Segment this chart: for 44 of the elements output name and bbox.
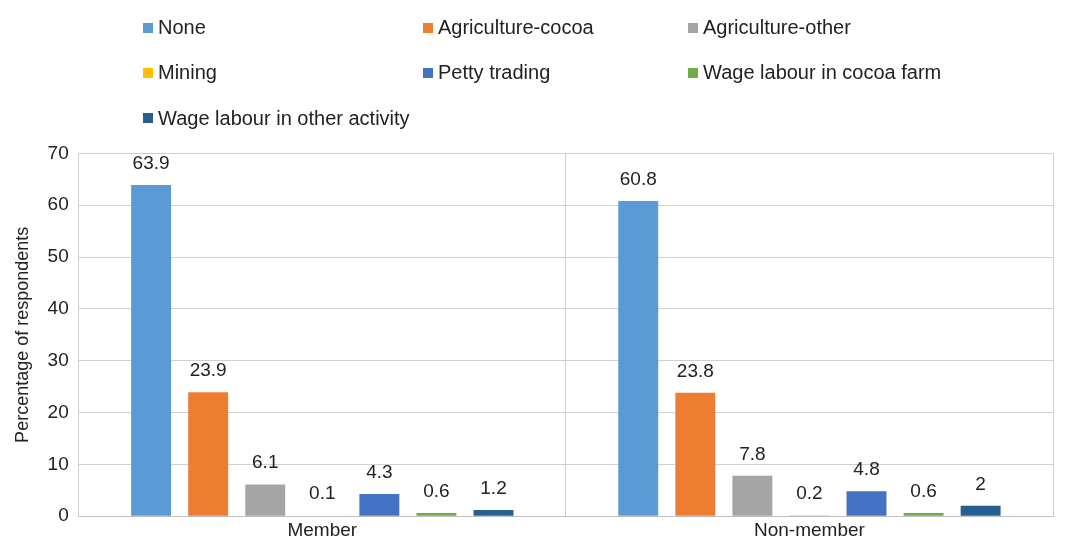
bar	[903, 513, 944, 516]
legend-label: Wage labour in cocoa farm	[703, 61, 942, 85]
y-tick-label: 0	[58, 504, 69, 526]
legend-label: Petty trading	[438, 61, 551, 85]
bar	[131, 185, 172, 516]
bar	[675, 392, 716, 516]
y-tick-label: 70	[47, 141, 69, 163]
data-label: 60.8	[619, 167, 657, 189]
data-label: 0.2	[796, 481, 823, 503]
bar	[732, 475, 773, 516]
y-tick-label: 50	[47, 245, 69, 267]
y-tick-label: 30	[47, 348, 69, 370]
bar	[359, 493, 400, 516]
y-tick-label: 40	[47, 297, 69, 319]
data-label: 4.8	[853, 458, 880, 480]
bar	[846, 491, 887, 516]
data-label: 4.3	[366, 460, 393, 482]
y-tick-label: 20	[47, 400, 69, 422]
bar	[473, 509, 514, 516]
bar	[188, 392, 229, 516]
x-tick-label: Member	[287, 518, 358, 540]
legend-label: Agriculture-other	[703, 16, 851, 40]
data-label: 7.8	[739, 442, 766, 464]
data-label: 0.1	[309, 482, 336, 504]
bar	[960, 505, 1001, 516]
data-label: 1.2	[480, 476, 507, 498]
y-tick-label: 10	[47, 452, 69, 474]
y-axis-title: Percentage of respondents	[11, 226, 32, 443]
y-tick-label: 60	[47, 193, 69, 215]
legend-label: Agriculture-cocoa	[438, 16, 594, 40]
legend-label: Mining	[158, 61, 217, 85]
bar	[245, 484, 286, 516]
legend-label: Wage labour in other activity	[158, 106, 410, 130]
bar	[416, 513, 457, 516]
data-label: 2	[975, 472, 986, 494]
data-label: 63.9	[132, 151, 170, 173]
data-label: 0.6	[910, 479, 937, 501]
data-label: 6.1	[252, 451, 279, 473]
data-label: 23.8	[676, 359, 714, 381]
x-tick-label: Non-member	[754, 518, 866, 540]
legend-label: None	[158, 16, 206, 40]
data-label: 0.6	[423, 479, 450, 501]
data-label: 23.9	[189, 359, 227, 381]
bar	[618, 201, 659, 516]
